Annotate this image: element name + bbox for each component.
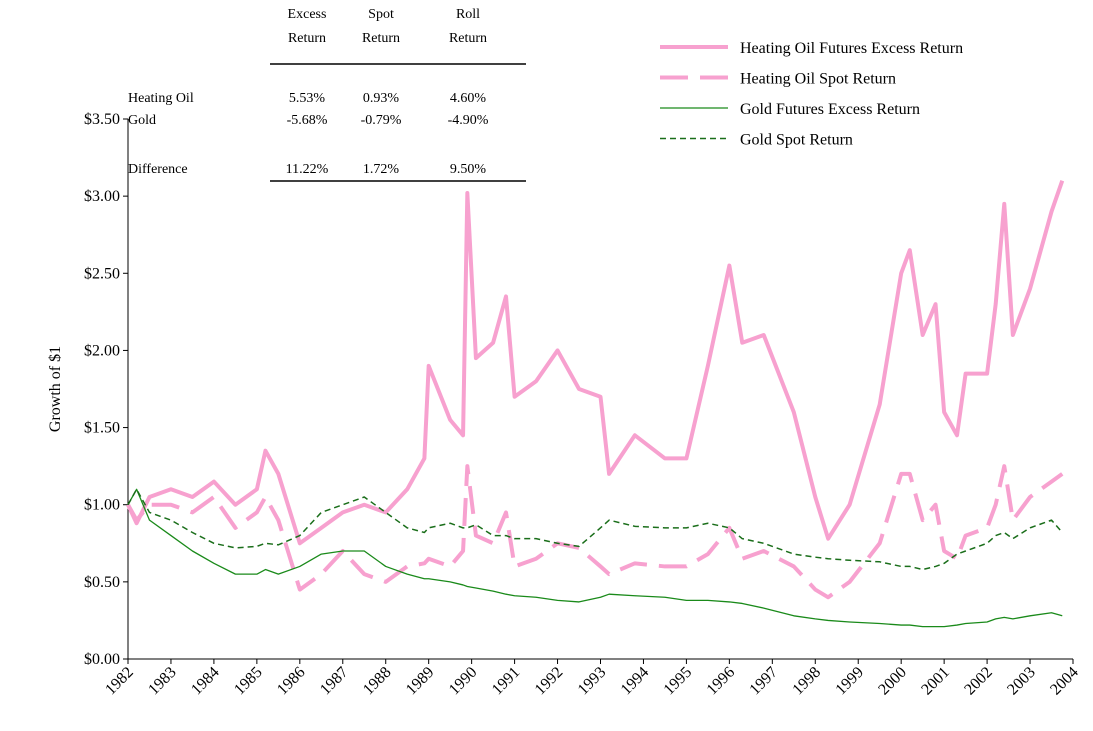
table-cell: 0.93%: [363, 91, 400, 106]
x-tick-label: 1990: [446, 664, 481, 699]
y-tick-label: $1.50: [84, 420, 120, 437]
table-header: Return: [449, 31, 487, 46]
legend-label: Gold Futures Excess Return: [740, 101, 920, 118]
x-tick-label: 1986: [274, 664, 309, 699]
x-tick-label: 1991: [489, 664, 524, 699]
x-tick-label: 2003: [1004, 664, 1039, 699]
x-tick-label: 1988: [360, 664, 395, 699]
x-tick-label: 2002: [961, 664, 996, 699]
table-header: Return: [288, 31, 326, 46]
y-tick-label: $3.00: [84, 188, 120, 205]
table-cell: -5.68%: [287, 113, 328, 128]
table-cell: -4.90%: [448, 113, 489, 128]
table-cell: 4.60%: [450, 91, 487, 106]
line-series: [127, 488, 1063, 571]
x-tick-label: 1982: [102, 664, 137, 699]
table-header: Roll: [456, 7, 480, 22]
x-tick-label: 1985: [231, 664, 266, 699]
y-tick-label: $2.50: [84, 265, 120, 282]
legend-label: Heating Oil Futures Excess Return: [740, 40, 963, 57]
legend-label: Gold Spot Return: [740, 132, 853, 149]
x-tick-label: 2004: [1047, 664, 1082, 699]
legend-label: Heating Oil Spot Return: [740, 71, 896, 88]
table-header: Excess: [288, 7, 327, 22]
y-tick-label: $0.00: [84, 651, 120, 668]
x-tick-label: 1993: [575, 664, 610, 699]
y-tick-label: $0.50: [84, 574, 120, 591]
x-tick-label: 1992: [532, 664, 567, 699]
y-axis-title: Growth of $1: [47, 346, 64, 432]
x-tick-label: 1987: [317, 664, 352, 699]
table-row-label: Difference: [128, 162, 188, 177]
x-tick-label: 1995: [661, 664, 696, 699]
line-series: [126, 464, 1064, 600]
table-header: Spot: [368, 7, 394, 22]
x-tick-label: 1996: [704, 664, 739, 699]
table-cell: -0.79%: [361, 113, 402, 128]
x-tick-label: 1999: [832, 664, 867, 699]
table-row-label: Heating Oil: [128, 91, 194, 106]
table-header: Return: [362, 31, 400, 46]
x-tick-label: 1997: [746, 664, 781, 699]
x-tick-label: 2001: [918, 664, 953, 699]
table-cell: 5.53%: [289, 91, 326, 106]
x-tick-label: 1983: [145, 664, 180, 699]
x-tick-label: 1989: [403, 664, 438, 699]
line-series: [127, 488, 1063, 628]
line-series: [126, 180, 1065, 546]
table-row-label: Gold: [128, 113, 156, 128]
y-tick-label: $2.00: [84, 342, 120, 359]
x-tick-label: 2000: [875, 664, 910, 699]
y-tick-label: $3.50: [84, 111, 120, 128]
y-tick-label: $1.00: [84, 497, 120, 514]
table-cell: 1.72%: [363, 162, 400, 177]
x-tick-label: 1994: [618, 664, 653, 699]
table-cell: 9.50%: [450, 162, 487, 177]
table-cell: 11.22%: [286, 162, 329, 177]
x-tick-label: 1984: [188, 664, 223, 699]
x-tick-label: 1998: [789, 664, 824, 699]
